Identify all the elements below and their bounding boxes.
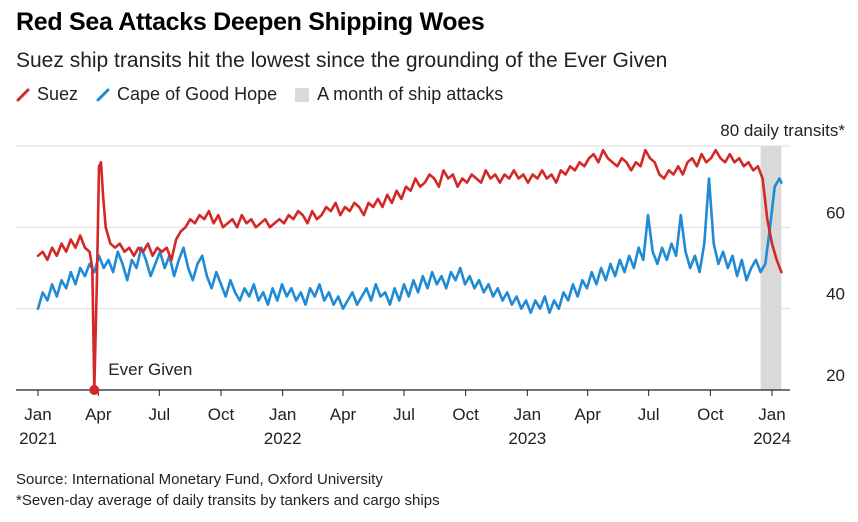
source-note: Source: International Monetary Fund, Oxf… [16, 471, 383, 488]
x-tick-year-12: 2024 [753, 429, 791, 448]
footnote: *Seven-day average of daily transits by … [16, 492, 440, 509]
legend-label-cape: Cape of Good Hope [117, 84, 278, 104]
legend-item-suez: Suez [16, 84, 78, 105]
x-tick-label-10: Jul [638, 405, 660, 424]
legend: Suez Cape of Good Hope A month of ship a… [16, 84, 521, 105]
y-tick-label-20: 20 [826, 366, 845, 385]
x-tick-label-2: Jul [148, 405, 170, 424]
x-tick-label-0: Jan [24, 405, 51, 424]
series-line-suez [36, 148, 783, 392]
x-tick-label-5: Apr [330, 405, 357, 424]
legend-swatch-suez [16, 88, 30, 101]
legend-item-shade: A month of ship attacks [295, 84, 503, 105]
annotation-marker [89, 385, 100, 395]
annotation-label: Ever Given [108, 360, 192, 379]
x-tick-year-4: 2022 [264, 429, 302, 448]
legend-label-shade: A month of ship attacks [317, 84, 504, 104]
legend-swatch-shade [295, 87, 310, 102]
x-tick-label-3: Oct [208, 405, 235, 424]
legend-item-cape: Cape of Good Hope [96, 84, 277, 105]
x-tick-label-1: Apr [85, 405, 112, 424]
chart-title: Red Sea Attacks Deepen Shipping Woes [16, 8, 485, 36]
x-tick-label-4: Jan [269, 405, 296, 424]
y-tick-label-80: 80 daily transits* [720, 121, 845, 140]
x-tick-label-6: Jul [393, 405, 415, 424]
y-tick-label-60: 60 [826, 203, 845, 222]
x-tick-label-12: Jan [758, 405, 785, 424]
y-tick-label-40: 40 [826, 285, 845, 304]
x-tick-label-8: Jan [514, 405, 541, 424]
x-tick-year-8: 2023 [508, 429, 546, 448]
x-tick-year-0: 2021 [19, 429, 57, 448]
legend-label-suez: Suez [37, 84, 79, 104]
chart-subtitle: Suez ship transits hit the lowest since … [16, 49, 668, 72]
x-tick-label-7: Oct [452, 405, 479, 424]
legend-swatch-cape [96, 88, 110, 101]
series-line-cape [36, 177, 783, 314]
x-tick-label-11: Oct [697, 405, 724, 424]
x-tick-label-9: Apr [574, 405, 601, 424]
